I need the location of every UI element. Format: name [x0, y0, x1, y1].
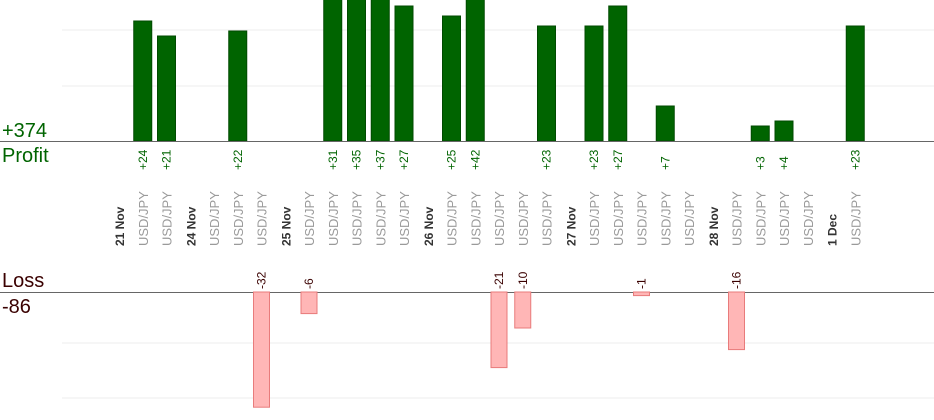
- profit-bar: [750, 125, 770, 141]
- profit-bar: [133, 20, 153, 141]
- pair-tick-label: USD/JPY: [516, 191, 531, 246]
- loss-value-label: -16: [730, 271, 744, 289]
- profit-bar: [394, 5, 414, 141]
- profit-bars: [133, 0, 865, 141]
- loss-bar: [490, 291, 508, 369]
- pair-tick-label: USD/JPY: [492, 191, 507, 246]
- pair-tick-label: USD/JPY: [160, 191, 175, 246]
- profit-bar: [608, 5, 628, 141]
- profit-value-label: +7: [658, 156, 672, 170]
- loss-bar: [514, 291, 532, 329]
- pair-tick-label: USD/JPY: [777, 191, 792, 246]
- loss-bar: [300, 291, 318, 315]
- pair-tick-label: USD/JPY: [587, 191, 602, 246]
- profit-value-label: +25: [445, 149, 459, 170]
- pair-tick-label: USD/JPY: [540, 191, 555, 246]
- profit-value-label: +23: [848, 149, 862, 170]
- date-tick-label: 25 Nov: [279, 206, 293, 246]
- date-tick-label: 28 Nov: [707, 206, 721, 246]
- pair-tick-label: USD/JPY: [753, 191, 768, 246]
- profit-value-label: +31: [326, 149, 340, 170]
- pair-tick-label: USD/JPY: [207, 191, 222, 246]
- loss-value-label: -10: [516, 271, 530, 289]
- pair-tick-label: USD/JPY: [373, 191, 388, 246]
- profit-bar: [347, 0, 366, 141]
- profit-value-label: +23: [587, 149, 601, 170]
- pair-tick-label: USD/JPY: [397, 191, 412, 246]
- pair-tick-label: USD/JPY: [730, 191, 745, 246]
- profit-bar: [537, 25, 556, 141]
- loss-value-label: -32: [255, 271, 269, 289]
- loss-value-label: -6: [302, 278, 316, 289]
- profit-bar: [442, 15, 461, 141]
- pair-tick-label: USD/JPY: [350, 191, 365, 246]
- profit-value-label: +4: [777, 156, 791, 170]
- pair-tick-label: USD/JPY: [801, 191, 816, 246]
- pair-tick-label: USD/JPY: [611, 191, 626, 246]
- loss-value-label: -1: [635, 278, 649, 289]
- pair-tick-label: USD/JPY: [658, 191, 673, 246]
- date-tick-label: 1 Dec: [826, 214, 840, 246]
- profit-value-label: +24: [136, 149, 150, 170]
- profit-value-label: +21: [160, 149, 174, 170]
- profit-label: Profit: [2, 145, 49, 167]
- loss-bar: [253, 291, 270, 408]
- profit-bar: [323, 0, 343, 141]
- pair-tick-label: USD/JPY: [255, 191, 270, 246]
- date-tick-label: 24 Nov: [184, 206, 198, 246]
- pair-tick-label: USD/JPY: [635, 191, 650, 246]
- profit-total: +374: [2, 120, 48, 142]
- profit-bar: [845, 25, 865, 141]
- date-tick-label: 26 Nov: [422, 206, 436, 246]
- pair-tick-label: USD/JPY: [445, 191, 460, 246]
- profit-bar: [465, 0, 485, 141]
- profit-value-label: +42: [468, 149, 482, 170]
- profit-value-label: +3: [753, 156, 767, 170]
- profit-value-label: +22: [231, 149, 245, 170]
- pair-tick-label: USD/JPY: [302, 191, 317, 246]
- pair-tick-label: USD/JPY: [682, 191, 697, 246]
- loss-label: Loss: [2, 270, 45, 292]
- pair-tick-label: USD/JPY: [848, 191, 863, 246]
- profit-bar: [774, 120, 794, 141]
- profit-value-label: +37: [373, 149, 387, 170]
- profit-value-label: +35: [350, 149, 364, 170]
- profit-value-label: +27: [611, 149, 625, 170]
- loss-bar: [633, 291, 650, 297]
- profit-bar: [157, 35, 176, 141]
- profit-value-label: +27: [397, 149, 411, 170]
- loss-value-label: -21: [492, 271, 506, 289]
- date-tick-label: 27 Nov: [564, 206, 578, 246]
- pair-tick-label: USD/JPY: [326, 191, 341, 246]
- pair-tick-label: USD/JPY: [231, 191, 246, 246]
- loss-total: -86: [2, 296, 31, 318]
- pair-tick-label: USD/JPY: [136, 191, 151, 246]
- pair-tick-label: USD/JPY: [468, 191, 483, 246]
- profit-bar: [655, 105, 675, 141]
- profit-bar: [228, 30, 248, 141]
- profit-bar: [370, 0, 390, 141]
- loss-bar: [728, 291, 745, 351]
- profit-bar: [584, 25, 604, 141]
- profit-value-label: +23: [540, 149, 554, 170]
- date-tick-label: 21 Nov: [113, 206, 127, 246]
